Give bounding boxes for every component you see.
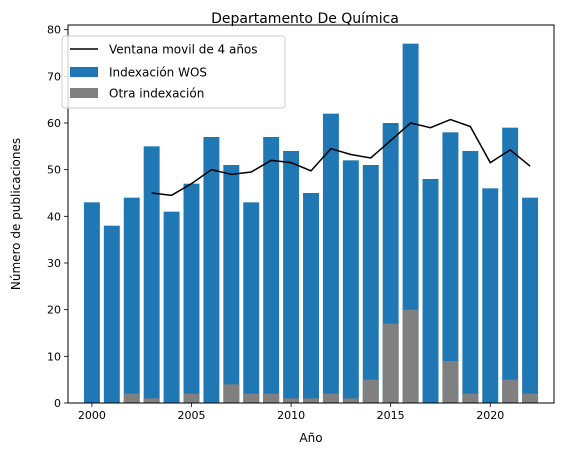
bar <box>283 398 299 403</box>
x-axis-label: Año <box>299 431 322 445</box>
bar <box>383 324 399 403</box>
y-tick-label: 30 <box>47 257 61 270</box>
x-axis: 2000 2005 2010 2015 2020 <box>78 403 504 422</box>
y-tick-label: 50 <box>47 164 61 177</box>
bar <box>263 137 279 403</box>
y-tick-label: 60 <box>47 117 61 130</box>
bar <box>442 361 458 403</box>
bar <box>283 151 299 403</box>
bar <box>243 202 259 403</box>
bar <box>164 212 180 403</box>
bar <box>104 226 120 403</box>
bar <box>462 394 478 403</box>
bar <box>124 198 140 403</box>
bar <box>343 398 359 403</box>
y-tick-label: 40 <box>47 210 61 223</box>
legend-label-other: Otra indexación <box>109 87 204 101</box>
bar <box>124 394 140 403</box>
bar <box>502 380 518 403</box>
x-tick-label: 2010 <box>277 409 305 422</box>
bar <box>522 394 538 403</box>
bar <box>303 193 319 403</box>
x-tick-label: 2000 <box>78 409 106 422</box>
bar <box>303 398 319 403</box>
bar <box>363 165 379 403</box>
y-tick-label: 20 <box>47 304 61 317</box>
bar <box>144 146 160 403</box>
bar <box>144 398 160 403</box>
legend-label-moving-average: Ventana movil de 4 años <box>109 43 258 57</box>
bar <box>184 394 200 403</box>
bar <box>223 384 239 403</box>
bar <box>522 198 538 403</box>
bar <box>203 137 219 403</box>
x-tick-label: 2005 <box>177 409 205 422</box>
bar <box>423 179 439 403</box>
bar <box>403 310 419 403</box>
y-tick-label: 0 <box>54 397 61 410</box>
legend-label-wos: Indexación WOS <box>109 66 207 80</box>
bar <box>84 202 100 403</box>
bar <box>323 394 339 403</box>
bar <box>482 188 498 403</box>
x-tick-label: 2020 <box>476 409 504 422</box>
bar <box>502 128 518 403</box>
y-tick-label: 80 <box>47 24 61 37</box>
bar <box>243 394 259 403</box>
y-tick-label: 70 <box>47 70 61 83</box>
legend-swatch-other <box>70 88 98 98</box>
x-tick-label: 2015 <box>377 409 405 422</box>
bar <box>184 184 200 403</box>
bar <box>363 380 379 403</box>
y-axis-label: Número de publicaciones <box>9 138 23 290</box>
legend: Ventana movil de 4 años Indexación WOS O… <box>62 36 285 108</box>
bar <box>462 151 478 403</box>
bar <box>323 114 339 403</box>
legend-swatch-wos <box>70 67 98 77</box>
y-tick-label: 10 <box>47 350 61 363</box>
bar <box>263 394 279 403</box>
bar <box>343 160 359 403</box>
bar <box>223 165 239 403</box>
